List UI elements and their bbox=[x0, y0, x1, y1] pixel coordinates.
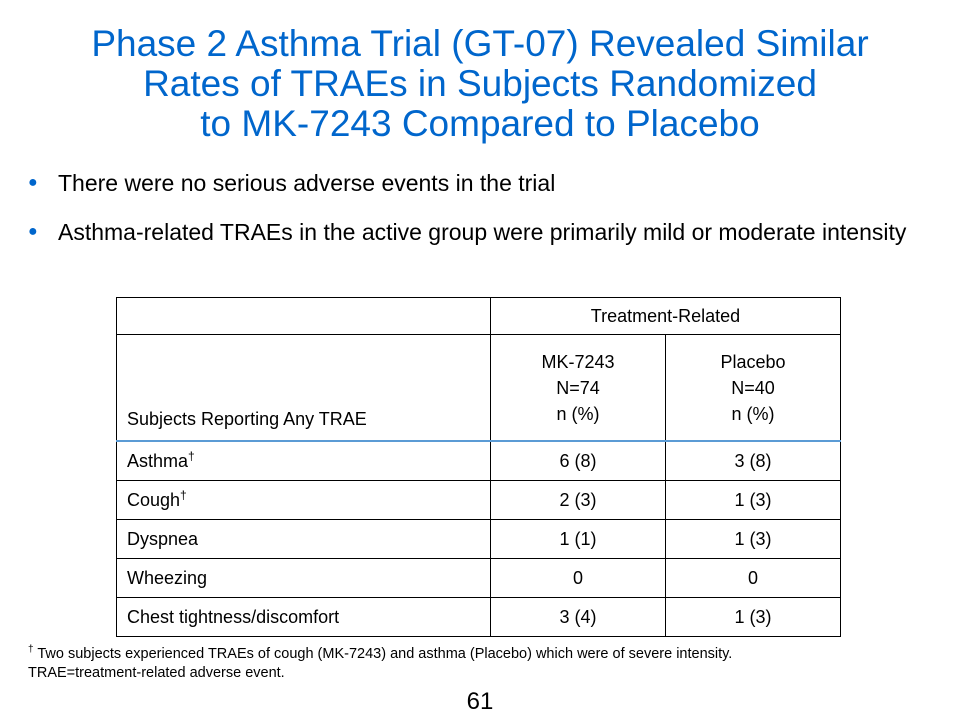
placebo-value: 1 (3) bbox=[665, 597, 841, 637]
trae-table: Treatment-Related Subjects Reporting Any… bbox=[116, 297, 841, 637]
table-row: Dyspnea 1 (1) 1 (3) bbox=[116, 519, 841, 559]
column-unit: n (%) bbox=[731, 403, 775, 424]
page-number: 61 bbox=[466, 688, 494, 715]
table-row: Cough† 2 (3) 1 (3) bbox=[116, 480, 841, 520]
title-line: to MK-7243 Compared to Placebo bbox=[200, 103, 760, 144]
placebo-value: 0 bbox=[665, 558, 841, 598]
row-label-text: Asthma bbox=[127, 450, 189, 471]
bullet-text: Asthma-related TRAEs in the active group… bbox=[58, 219, 907, 245]
bullet-text: There were no serious adverse events in … bbox=[58, 170, 556, 196]
mk7243-value: 0 bbox=[490, 558, 666, 598]
bullet-item: ● There were no serious adverse events i… bbox=[28, 170, 928, 197]
table-row: Asthma† 6 (8) 3 (8) bbox=[116, 440, 841, 481]
column-name: MK-7243 bbox=[541, 351, 615, 372]
footnote-line: † Two subjects experienced TRAEs of coug… bbox=[28, 640, 948, 664]
row-label: Cough† bbox=[116, 480, 491, 520]
mk7243-value: 3 (4) bbox=[490, 597, 666, 637]
dagger-mark: † bbox=[188, 448, 195, 463]
column-n: N=40 bbox=[731, 377, 775, 398]
table-group-header-row: Treatment-Related bbox=[116, 297, 841, 335]
bullet-item: ● Asthma-related TRAEs in the active gro… bbox=[28, 219, 928, 246]
column-name: Placebo bbox=[720, 351, 786, 372]
column-header-mk7243: MK-7243 N=74 n (%) bbox=[490, 334, 666, 442]
mk7243-value: 1 (1) bbox=[490, 519, 666, 559]
placebo-value: 1 (3) bbox=[665, 519, 841, 559]
placebo-value: 1 (3) bbox=[665, 480, 841, 520]
mk7243-value: 6 (8) bbox=[490, 440, 666, 481]
column-header-placebo: Placebo N=40 n (%) bbox=[665, 334, 841, 442]
row-label: Dyspnea bbox=[116, 519, 491, 559]
bullet-list: ● There were no serious adverse events i… bbox=[28, 170, 928, 246]
table-header-row: Subjects Reporting Any TRAE MK-7243 N=74… bbox=[116, 334, 841, 442]
dagger-mark: † bbox=[28, 644, 34, 655]
row-header-label: Subjects Reporting Any TRAE bbox=[116, 334, 491, 442]
bullet-icon: ● bbox=[28, 223, 38, 240]
bullet-icon: ● bbox=[28, 174, 38, 191]
footnote: † Two subjects experienced TRAEs of coug… bbox=[28, 640, 948, 683]
column-n: N=74 bbox=[556, 377, 600, 398]
dagger-mark: † bbox=[180, 487, 187, 502]
table-corner-cell bbox=[116, 297, 491, 335]
slide-title: Phase 2 Asthma Trial (GT-07) Revealed Si… bbox=[0, 24, 960, 144]
row-label: Wheezing bbox=[116, 558, 491, 598]
table-row: Wheezing 0 0 bbox=[116, 558, 841, 598]
footnote-text: Two subjects experienced TRAEs of cough … bbox=[37, 645, 733, 662]
group-header: Treatment-Related bbox=[490, 297, 841, 335]
row-label: Chest tightness/discomfort bbox=[116, 597, 491, 637]
title-line: Rates of TRAEs in Subjects Randomized bbox=[143, 63, 817, 104]
mk7243-value: 2 (3) bbox=[490, 480, 666, 520]
row-label: Asthma† bbox=[116, 440, 491, 481]
row-label-text: Cough bbox=[127, 489, 181, 510]
footnote-line: TRAE=treatment-related adverse event. bbox=[28, 664, 285, 681]
placebo-value: 3 (8) bbox=[665, 440, 841, 481]
column-unit: n (%) bbox=[556, 403, 600, 424]
title-line: Phase 2 Asthma Trial (GT-07) Revealed Si… bbox=[91, 23, 869, 64]
table-row: Chest tightness/discomfort 3 (4) 1 (3) bbox=[116, 597, 841, 637]
